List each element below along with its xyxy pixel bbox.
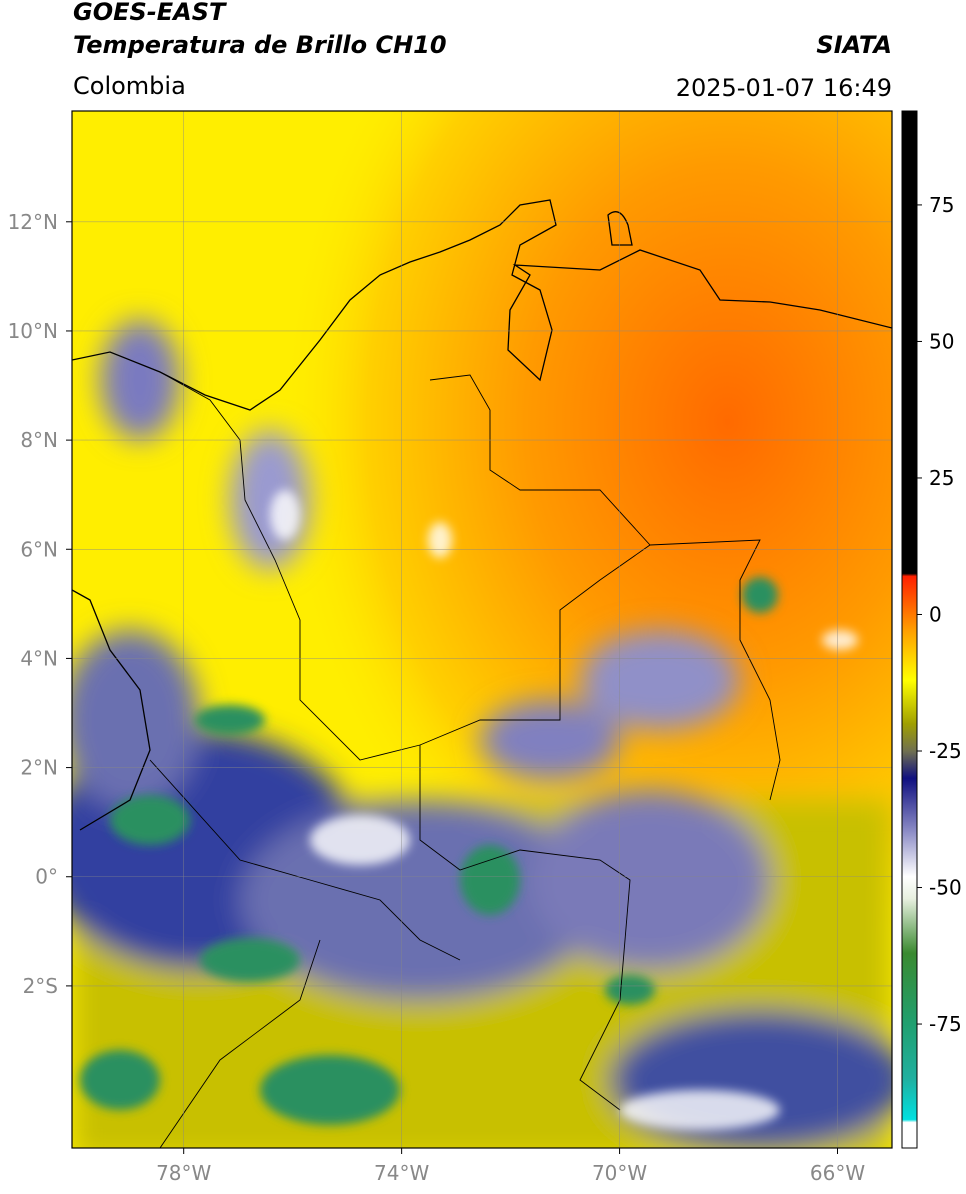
colorbar: 75 50 25 0 -25 -50 -75 xyxy=(901,110,962,1149)
y-tick-label: 2°N xyxy=(20,756,58,780)
datetime: 2025-01-07 16:49 xyxy=(676,74,892,102)
x-tick-label: 70°W xyxy=(592,1161,647,1185)
map-frame xyxy=(71,110,893,1149)
y-tick-label: 12°N xyxy=(8,210,58,234)
colorbar-tick-label: 50 xyxy=(929,329,954,353)
y-tick-label: 2°S xyxy=(23,974,58,998)
colorbar-tick-label: -50 xyxy=(929,876,962,900)
y-tick-label: 4°N xyxy=(20,646,58,670)
graticule xyxy=(72,111,892,1148)
y-tick-label: 8°N xyxy=(20,428,58,452)
y-tick-label: 10°N xyxy=(8,319,58,343)
colorbar-tick-label: -75 xyxy=(929,1012,962,1036)
source: SIATA xyxy=(816,31,892,59)
colorbar-tick-label: 75 xyxy=(929,193,954,217)
x-tick-label: 66°W xyxy=(810,1161,865,1185)
colorbar-tick-label: 0 xyxy=(929,602,942,626)
region: Colombia xyxy=(73,72,186,100)
colorbar-tick-label: -25 xyxy=(929,739,962,763)
x-tick-label: 74°W xyxy=(374,1161,429,1185)
satellite-image xyxy=(72,111,892,1148)
subtitle: Temperatura de Brillo CH10 xyxy=(73,31,447,59)
colorbar-scale xyxy=(901,110,918,1149)
colorbar-tick-label: 25 xyxy=(929,466,954,490)
x-tick-label: 78°W xyxy=(156,1161,211,1185)
y-tick-label: 6°N xyxy=(20,537,58,561)
y-tick-label: 0° xyxy=(35,865,58,889)
title: GOES-EAST xyxy=(73,0,227,26)
